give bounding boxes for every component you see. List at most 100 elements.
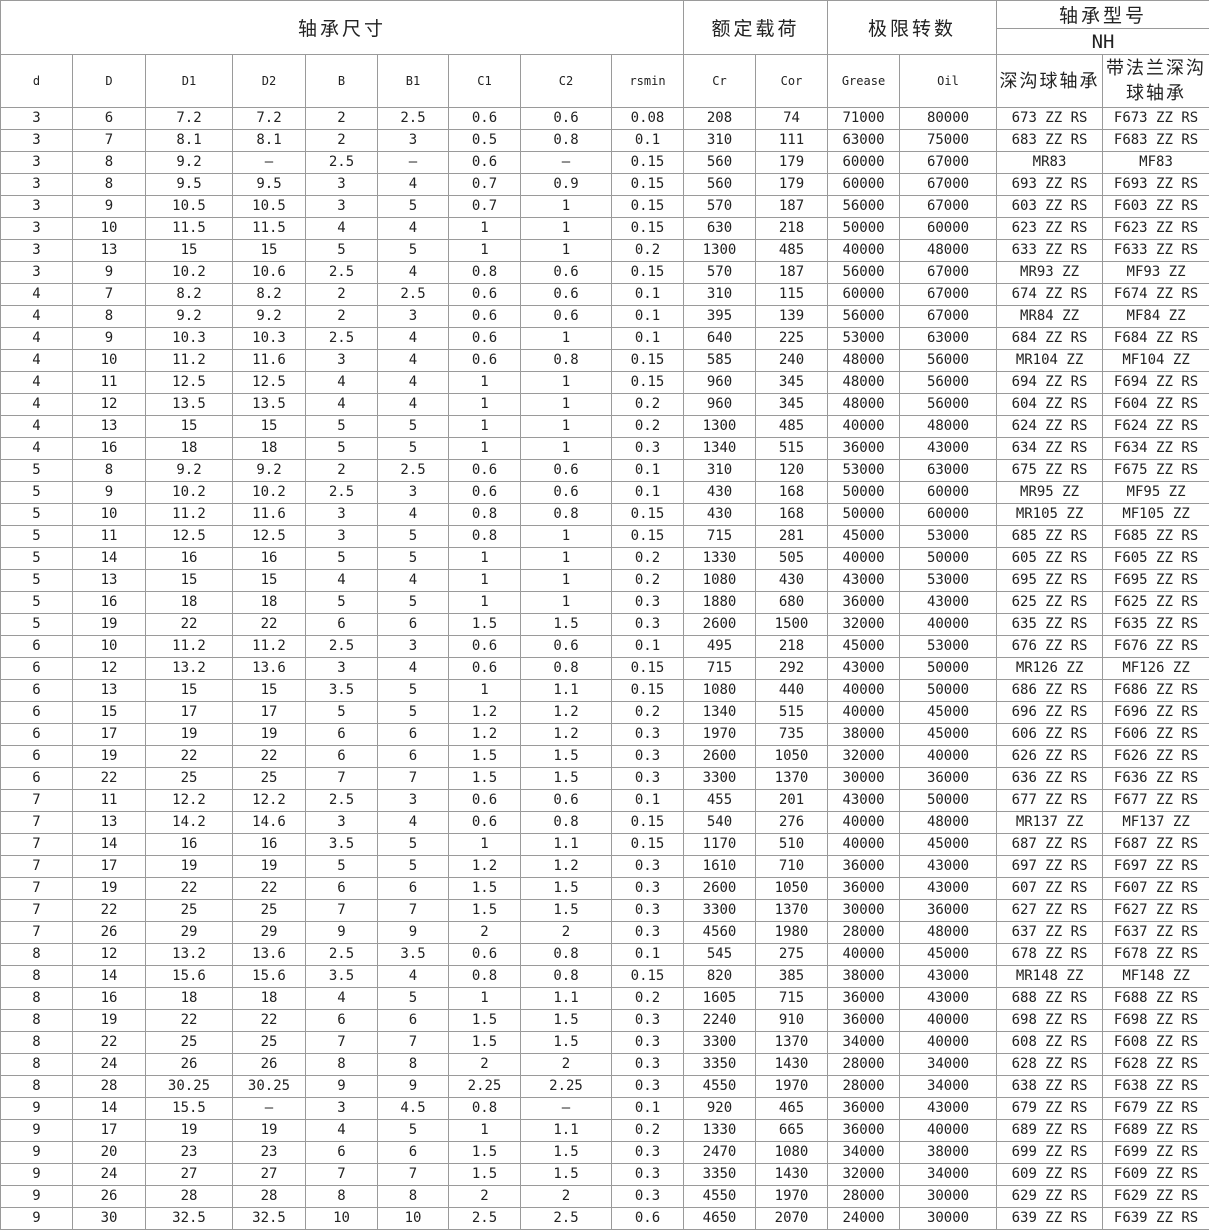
table-cell: 208 [683,107,756,130]
table-cell: 0.6 [448,811,521,834]
table-cell: 17 [72,1119,146,1142]
table-cell: 27 [145,1163,233,1186]
table-cell: 10 [377,1207,449,1230]
table-cell: 3 [305,173,378,196]
table-cell: 0.3 [611,1009,684,1032]
table-cell: 16 [232,547,306,570]
table-cell: 633 ZZ RS [996,239,1104,262]
table-cell: 43000 [899,965,998,988]
table-cell: 1430 [754,1053,829,1076]
table-cell: 56000 [827,305,901,328]
table-cell: 2470 [683,1141,756,1164]
table-cell: 3300 [683,1031,756,1054]
table-cell: 18 [232,987,306,1010]
table-cell: 0.8 [520,965,612,988]
table-cell: 1.5 [520,1141,612,1164]
table-cell: 0.9 [520,173,612,196]
table-cell: 275 [754,943,829,966]
table-cell: 3 [305,1097,378,1120]
table-cell: 13 [72,679,146,702]
table-row: 3 8 9.2–2.5–0.6–0.15 560 179 60000 67000 MR83 MF… [0,151,1209,174]
table-cell: 1080 [754,1141,829,1164]
table-cell: 12.5 [232,525,306,548]
table-row: 6 15 17 17 5 5 1.2 1.2 0.2 1340 515 40000 45000 696 Z… [0,701,1209,724]
table-cell: 7 [377,1163,449,1186]
table-cell: 11.6 [232,349,306,372]
table-cell: 5 [377,437,449,460]
table-cell: 16 [72,987,146,1010]
table-cell: 1.5 [520,745,612,768]
table-cell: 0.15 [611,679,684,702]
table-row: 5 13 15 15 4 4 1 1 0.2 1080 430 43000 53000 695 ZZ RS… [0,569,1209,592]
table-cell: 2600 [683,745,756,768]
table-cell: 1 [448,393,521,416]
table-cell: 0.6 [520,459,612,482]
table-cell: 36000 [827,1119,901,1142]
table-cell: 628 ZZ RS [996,1053,1104,1076]
table-cell: 9 [377,1075,449,1098]
table-cell: 1.5 [448,1141,521,1164]
table-cell: 5 [0,481,73,504]
table-cell: 50000 [899,789,998,812]
table-cell: 5 [305,855,378,878]
table-row: 3 9 10.2 10.6 2.5 4 0.8 0.6 0.15 570 187 56000 67000… [0,261,1209,284]
table-cell: 4650 [683,1207,756,1230]
table-cell: 11.6 [232,503,306,526]
table-cell: 640 [683,327,756,350]
table-cell: 13.6 [232,657,306,680]
table-cell: 0.8 [520,349,612,372]
table-cell: 560 [683,151,756,174]
table-cell: 310 [683,129,756,152]
table-cell: 9 [72,261,146,284]
table-cell: 67000 [899,261,998,284]
table-cell: 60000 [827,173,901,196]
table-cell: 28 [72,1075,146,1098]
table-cell: 5 [377,195,449,218]
table-cell: 634 ZZ RS [996,437,1104,460]
group-header: 极限转数 [827,0,998,55]
table-cell: 0.6 [520,789,612,812]
table-cell: 0.15 [611,833,684,856]
table-cell: 12 [72,657,146,680]
table-cell: 0.15 [611,261,684,284]
table-cell: 6 [377,613,449,636]
table-cell: 22 [72,767,146,790]
table-cell: – [377,151,449,174]
table-cell: 1.5 [520,877,612,900]
table-row: 4 12 13.5 13.5 4 4 1 1 0.2 960 345 48000 56000 604 ZZ… [0,393,1209,416]
table-cell: 1 [520,327,612,350]
table-cell: 56000 [827,195,901,218]
table-cell: 0.08 [611,107,684,130]
table-cell: 25 [232,767,306,790]
table-cell: 637 ZZ RS [996,921,1104,944]
table-cell: F635 ZZ RS [1102,613,1209,636]
table-cell: 4 [0,371,73,394]
table-cell: 111 [754,129,829,152]
table-cell: 0.15 [611,349,684,372]
table-cell: 1970 [754,1075,829,1098]
table-cell: 606 ZZ RS [996,723,1104,746]
table-cell: 48000 [827,349,901,372]
table-cell: 1 [520,591,612,614]
table-cell: 1.1 [520,833,612,856]
table-cell: 1 [448,591,521,614]
table-cell: 10 [72,217,146,240]
table-cell: 9 [0,1163,73,1186]
table-cell: 7 [305,767,378,790]
table-cell: 1 [448,1119,521,1142]
table-cell: 674 ZZ RS [996,283,1104,306]
table-cell: 11.2 [145,349,233,372]
table-cell: 2240 [683,1009,756,1032]
table-cell: 4 [305,217,378,240]
table-row: 4 10 11.2 11.6 3 4 0.6 0.8 0.15 585 240 48000 56000 M… [0,349,1209,372]
table-cell: 679 ZZ RS [996,1097,1104,1120]
table-cell: 25 [145,899,233,922]
table-cell: 53000 [899,635,998,658]
table-cell: 6 [0,701,73,724]
table-row: 7 19 22 22 6 6 1.5 1.5 0.3 2600 1050 36000 43000 607 … [0,877,1209,900]
table-cell: 36000 [899,767,998,790]
table-cell: 3 [377,481,449,504]
table-cell: 1.5 [448,745,521,768]
table-cell: 430 [683,503,756,526]
table-cell: 40000 [827,547,901,570]
